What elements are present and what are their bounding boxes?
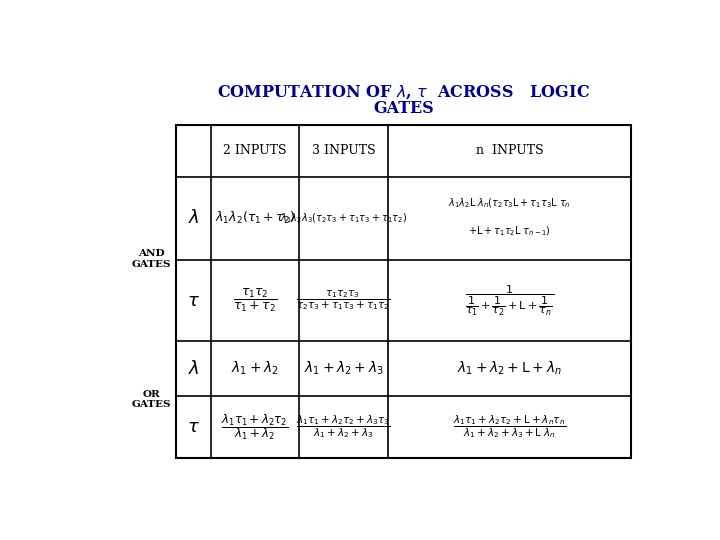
Text: n  INPUTS: n INPUTS	[476, 144, 544, 157]
Text: $+\mathrm{L}+\tau_1\tau_2\mathrm{L}\;\tau_{n-1})$: $+\mathrm{L}+\tau_1\tau_2\mathrm{L}\;\ta…	[468, 224, 551, 238]
Text: COMPUTATION OF $\lambda$, $\tau$  ACROSS   LOGIC: COMPUTATION OF $\lambda$, $\tau$ ACROSS …	[217, 83, 590, 101]
Text: $\tau$: $\tau$	[187, 418, 200, 436]
Text: $\dfrac{1}{\dfrac{1}{\tau_1}+\dfrac{1}{\tau_2}+\mathrm{L}+\dfrac{1}{\tau_n}}$: $\dfrac{1}{\dfrac{1}{\tau_1}+\dfrac{1}{\…	[465, 283, 554, 318]
Text: $\lambda$: $\lambda$	[188, 209, 199, 227]
Text: $\dfrac{\lambda_1\tau_1+\lambda_2\tau_2+\mathrm{L}+\lambda_n\tau_n}{\lambda_1+\l: $\dfrac{\lambda_1\tau_1+\lambda_2\tau_2+…	[453, 414, 566, 441]
Text: $\lambda_1\lambda_2\lambda_3(\tau_2\tau_3+\tau_1\tau_3+\tau_1\tau_2)$: $\lambda_1\lambda_2\lambda_3(\tau_2\tau_…	[280, 212, 408, 225]
Text: $\dfrac{\lambda_1\tau_1+\lambda_2\tau_2}{\lambda_1+\lambda_2}$: $\dfrac{\lambda_1\tau_1+\lambda_2\tau_2}…	[221, 412, 289, 442]
Text: 3 INPUTS: 3 INPUTS	[312, 144, 375, 157]
Text: $\lambda_1+\lambda_2$: $\lambda_1+\lambda_2$	[231, 360, 279, 377]
Text: $\tau$: $\tau$	[187, 292, 200, 309]
Text: GATES: GATES	[374, 100, 434, 117]
Text: $\lambda_1+\lambda_2+\mathrm{L}+\lambda_n$: $\lambda_1+\lambda_2+\mathrm{L}+\lambda_…	[457, 360, 562, 377]
Text: $\lambda_1\lambda_2(\tau_1+\tau_2)$: $\lambda_1\lambda_2(\tau_1+\tau_2)$	[215, 210, 295, 226]
Text: $\lambda_1\lambda_2\mathrm{L}\;\lambda_n(\tau_2\tau_3\mathrm{L}+\tau_1\tau_3\mat: $\lambda_1\lambda_2\mathrm{L}\;\lambda_n…	[449, 197, 571, 210]
Text: $\lambda_1+\lambda_2+\lambda_3$: $\lambda_1+\lambda_2+\lambda_3$	[304, 360, 384, 377]
Text: $\dfrac{\lambda_1\tau_1+\lambda_2\tau_2+\lambda_3\tau_3}{\lambda_1+\lambda_2+\la: $\dfrac{\lambda_1\tau_1+\lambda_2\tau_2+…	[297, 414, 391, 441]
Bar	[176, 125, 631, 458]
Text: $\dfrac{\tau_1\tau_2\tau_3}{\tau_2\tau_3+\tau_1\tau_3+\tau_1\tau_2}$: $\dfrac{\tau_1\tau_2\tau_3}{\tau_2\tau_3…	[297, 289, 391, 313]
Text: $\lambda$: $\lambda$	[188, 360, 199, 378]
Text: $\dfrac{\tau_1\tau_2}{\tau_1+\tau_2}$: $\dfrac{\tau_1\tau_2}{\tau_1+\tau_2}$	[233, 287, 277, 314]
Text: OR
GATES: OR GATES	[132, 390, 171, 409]
Text: AND
GATES: AND GATES	[132, 249, 171, 269]
Text: 2 INPUTS: 2 INPUTS	[223, 144, 287, 157]
